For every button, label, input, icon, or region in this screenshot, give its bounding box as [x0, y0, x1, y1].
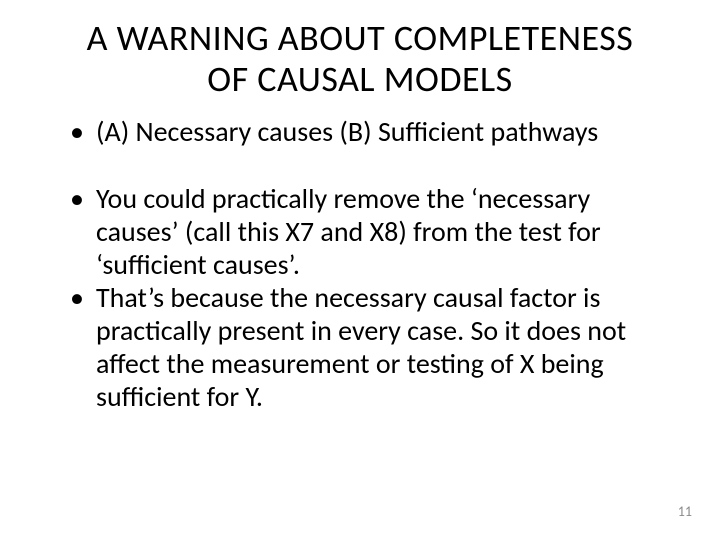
bullet-item: (A) Necessary causes (B) Sufficient path… — [70, 115, 665, 148]
bullet-list: You could practically remove the ‘necess… — [70, 182, 665, 413]
slide: A WARNING ABOUT COMPLETENESS OF CAUSAL M… — [0, 0, 720, 540]
slide-title: A WARNING ABOUT COMPLETENESS OF CAUSAL M… — [0, 0, 720, 101]
slide-body: (A) Necessary causes (B) Sufficient path… — [0, 101, 720, 413]
bullet-text: You could practically remove the ‘necess… — [96, 181, 601, 282]
bullet-list: (A) Necessary causes (B) Sufficient path… — [70, 115, 665, 148]
bullet-item: You could practically remove the ‘necess… — [70, 182, 665, 281]
bullet-text: That’s because the necessary causal fact… — [96, 280, 626, 414]
title-line-1: A WARNING ABOUT COMPLETENESS — [87, 16, 634, 60]
bullet-text: (A) Necessary causes (B) Sufficient path… — [96, 114, 598, 149]
bullet-item: That’s because the necessary causal fact… — [70, 281, 665, 413]
page-number: 11 — [678, 503, 692, 520]
title-line-2: OF CAUSAL MODELS — [207, 57, 512, 101]
spacer — [70, 148, 665, 182]
page-number-text: 11 — [678, 503, 692, 520]
